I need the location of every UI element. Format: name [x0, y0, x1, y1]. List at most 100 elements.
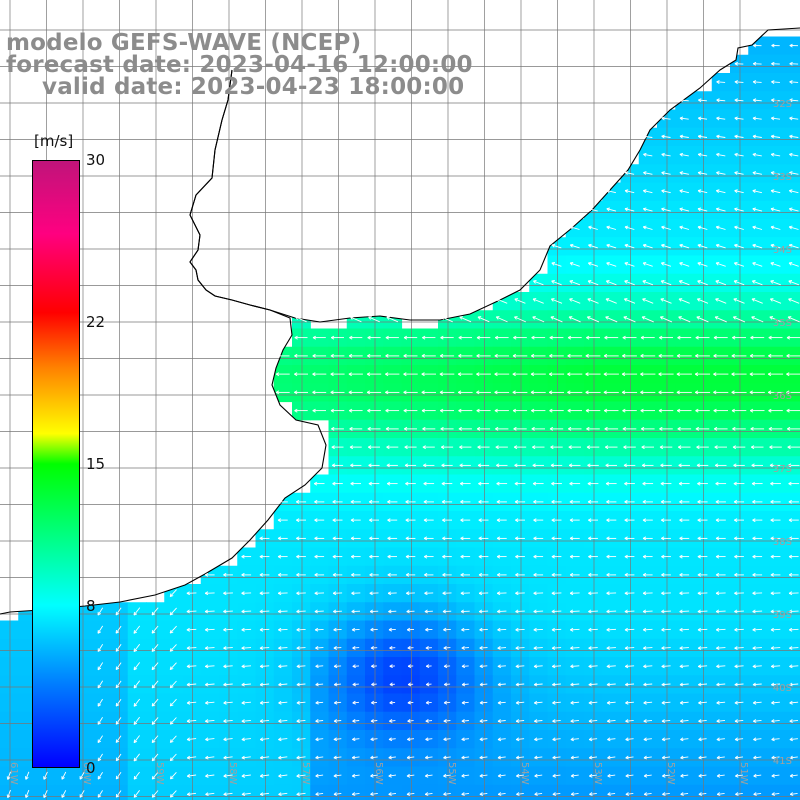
wind-arrow: [770, 261, 781, 267]
wind-arrow: [296, 572, 306, 577]
wind-arrow: [715, 627, 726, 632]
wind-arrow: [515, 664, 525, 669]
wind-arrow: [169, 790, 177, 798]
wind-speed-cell: [292, 784, 311, 800]
wind-arrow: [569, 518, 580, 523]
wind-arrow: [662, 792, 670, 796]
wind-arrow: [570, 682, 580, 687]
wind-arrow: [660, 499, 672, 504]
wind-arrow: [294, 335, 308, 340]
wind-arrow: [770, 243, 781, 249]
wind-arrow: [476, 408, 491, 413]
wind-arrow: [640, 353, 656, 358]
wind-speed-cell: [784, 273, 800, 293]
wind-arrow: [151, 735, 159, 744]
wind-arrow: [624, 609, 635, 614]
wind-arrow: [752, 609, 763, 614]
wind-arrow: [551, 627, 562, 632]
wind-arrow: [698, 719, 707, 723]
wind-arrow: [516, 792, 524, 796]
wind-arrow: [551, 664, 562, 669]
wind-arrow: [312, 372, 327, 377]
wind-arrow: [315, 700, 324, 705]
wind-speed-cell: [456, 784, 476, 800]
wind-arrow: [514, 499, 526, 504]
wind-arrow: [660, 261, 672, 267]
wind-arrow: [624, 591, 635, 596]
wind-arrow: [333, 737, 342, 742]
wind-arrow: [643, 792, 652, 796]
wind-arrow: [386, 481, 398, 486]
wind-speed-cell: [237, 784, 257, 800]
wind-arrow: [530, 372, 546, 377]
wind-arrow: [642, 627, 653, 632]
wind-arrow: [735, 792, 743, 796]
wind-arrow: [186, 755, 197, 760]
wind-speed-cell: [584, 784, 603, 800]
coastline-argentina: [0, 69, 327, 615]
wind-arrow: [660, 481, 672, 486]
wind-arrow: [661, 152, 671, 157]
wind-arrow: [296, 682, 306, 687]
wind-arrow: [676, 408, 692, 413]
wind-arrow: [241, 737, 251, 742]
wind-arrow: [570, 719, 580, 723]
wind-arrow: [549, 335, 564, 340]
wind-arrow: [133, 716, 140, 725]
wind-arrow: [461, 792, 470, 796]
wind-arrow: [588, 682, 598, 687]
wind-arrow: [661, 627, 671, 632]
wind-arrow: [551, 591, 562, 596]
wind-arrow: [625, 719, 634, 723]
wind-arrow: [533, 664, 543, 669]
wind-arrow: [478, 591, 489, 596]
wind-arrow: [643, 646, 653, 650]
wind-arrow: [223, 773, 233, 778]
wind-arrow: [352, 682, 359, 687]
wind-arrow: [698, 737, 707, 742]
wind-arrow: [115, 735, 122, 743]
wind-arrow: [277, 609, 288, 614]
longitude-label: 59W: [154, 762, 165, 785]
wind-arrow: [659, 316, 673, 323]
wind-arrow: [752, 646, 762, 650]
wind-arrow: [752, 80, 762, 84]
wind-arrow: [351, 609, 361, 614]
wind-arrow: [387, 554, 397, 559]
wind-arrow: [715, 207, 726, 212]
wind-arrow: [734, 700, 744, 705]
wind-arrow: [443, 627, 451, 632]
wind-arrow: [680, 773, 689, 778]
wind-arrow: [680, 719, 689, 723]
wind-arrow: [695, 426, 710, 431]
wind-arrow: [186, 646, 197, 650]
wind-arrow: [367, 335, 381, 340]
wind-arrow: [734, 207, 744, 212]
wind-arrow: [533, 700, 543, 705]
wind-arrow: [789, 116, 799, 121]
wind-speed-cell: [784, 200, 800, 220]
wind-arrow: [715, 591, 726, 596]
wind-arrow: [787, 445, 800, 450]
wind-arrow: [368, 499, 380, 504]
wind-arrow: [515, 536, 525, 541]
wind-arrow: [315, 737, 324, 742]
wind-arrow: [660, 518, 671, 523]
wind-arrow: [622, 408, 637, 413]
wind-arrow: [770, 664, 781, 669]
wind-arrow: [133, 680, 141, 689]
wind-arrow: [716, 737, 725, 742]
wind-arrow: [642, 481, 654, 486]
wind-arrow: [443, 755, 451, 760]
wind-arrow: [731, 408, 747, 413]
wind-arrow: [697, 152, 708, 157]
wind-arrow: [588, 225, 598, 230]
wind-arrow: [333, 755, 342, 760]
wind-arrow: [568, 463, 581, 468]
wind-arrow: [278, 719, 288, 724]
wind-arrow: [661, 225, 671, 230]
wind-arrow: [621, 390, 638, 395]
wind-arrow: [296, 591, 306, 596]
wind-arrow: [585, 353, 601, 358]
wind-arrow: [771, 737, 780, 742]
